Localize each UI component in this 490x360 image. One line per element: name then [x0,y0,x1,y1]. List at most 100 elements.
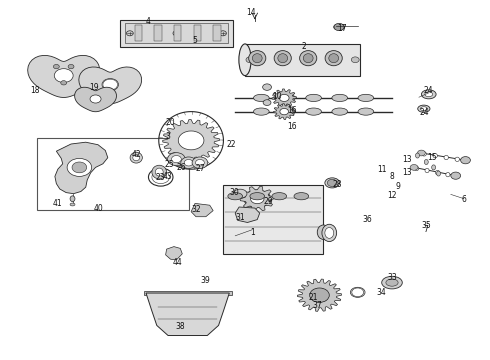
Ellipse shape [280,108,295,115]
Ellipse shape [432,165,436,170]
Circle shape [410,165,418,170]
Text: 10: 10 [272,92,282,101]
Text: 24: 24 [419,108,429,117]
Ellipse shape [436,170,440,175]
Text: 32: 32 [191,205,201,214]
Text: 25: 25 [164,161,174,170]
Circle shape [173,31,180,36]
Circle shape [220,31,226,36]
Text: 35: 35 [421,220,431,230]
Text: 44: 44 [172,258,182,266]
Text: 16: 16 [287,122,296,131]
Circle shape [53,64,59,69]
Circle shape [61,81,67,85]
Bar [223,185,323,254]
Ellipse shape [306,94,321,102]
Text: 24: 24 [424,86,434,95]
Text: 5: 5 [193,36,197,45]
Ellipse shape [272,193,287,200]
Ellipse shape [249,51,266,66]
Ellipse shape [228,193,243,200]
Text: 22: 22 [226,140,236,149]
Circle shape [196,159,204,166]
Circle shape [310,288,329,302]
Text: 27: 27 [195,164,205,173]
Ellipse shape [415,166,419,171]
Ellipse shape [444,156,448,160]
Ellipse shape [294,193,309,200]
Text: 3: 3 [165,132,170,141]
Circle shape [54,69,73,82]
Text: 18: 18 [30,86,40,95]
Text: 23: 23 [156,173,166,182]
Ellipse shape [386,279,398,286]
Text: 38: 38 [175,323,185,331]
Ellipse shape [322,224,337,242]
Circle shape [172,156,181,163]
Ellipse shape [252,54,262,63]
Text: 13: 13 [402,168,412,177]
Text: 42: 42 [131,150,141,159]
Text: 2: 2 [301,42,306,51]
Text: 20: 20 [166,118,175,127]
Circle shape [152,171,170,184]
Ellipse shape [334,24,344,30]
Circle shape [67,158,92,176]
Text: 30: 30 [229,188,239,197]
Ellipse shape [332,108,347,115]
Ellipse shape [263,84,271,90]
Ellipse shape [420,107,427,111]
Ellipse shape [416,153,419,158]
Text: 17: 17 [337,24,347,33]
Circle shape [90,95,101,103]
Polygon shape [240,186,274,211]
Circle shape [102,78,119,91]
Ellipse shape [306,108,321,115]
Ellipse shape [239,44,251,76]
Bar [125,23,228,43]
Ellipse shape [437,171,441,176]
Ellipse shape [350,287,365,297]
Polygon shape [191,203,213,217]
Ellipse shape [70,196,75,202]
Ellipse shape [253,108,269,115]
Ellipse shape [325,178,340,188]
Polygon shape [79,67,142,104]
Ellipse shape [433,153,438,158]
Ellipse shape [325,51,342,66]
Ellipse shape [382,276,402,289]
Ellipse shape [253,94,269,102]
Circle shape [246,57,254,63]
Ellipse shape [424,159,428,165]
Text: 40: 40 [93,204,103,213]
Ellipse shape [303,54,313,63]
Polygon shape [27,55,99,98]
Text: 8: 8 [390,172,394,181]
Text: 41: 41 [53,199,63,208]
Ellipse shape [233,189,247,198]
Text: 12: 12 [387,191,397,199]
Text: 21: 21 [309,292,318,302]
Circle shape [352,288,364,297]
Text: 7: 7 [423,225,428,234]
Ellipse shape [422,152,426,156]
Bar [245,44,360,76]
Text: 1: 1 [250,228,255,237]
Polygon shape [163,120,220,161]
Circle shape [184,159,193,166]
Circle shape [148,168,173,186]
Text: 4: 4 [146,17,150,26]
Bar [194,25,201,41]
Circle shape [327,179,337,186]
Bar [135,25,142,41]
Ellipse shape [425,168,429,173]
Ellipse shape [152,165,167,179]
Polygon shape [55,142,108,194]
Text: 9: 9 [395,182,400,191]
Text: 26: 26 [176,163,186,172]
Circle shape [351,57,359,63]
Ellipse shape [358,108,374,115]
Ellipse shape [244,190,271,207]
Text: 28: 28 [332,180,342,189]
Circle shape [181,157,196,168]
